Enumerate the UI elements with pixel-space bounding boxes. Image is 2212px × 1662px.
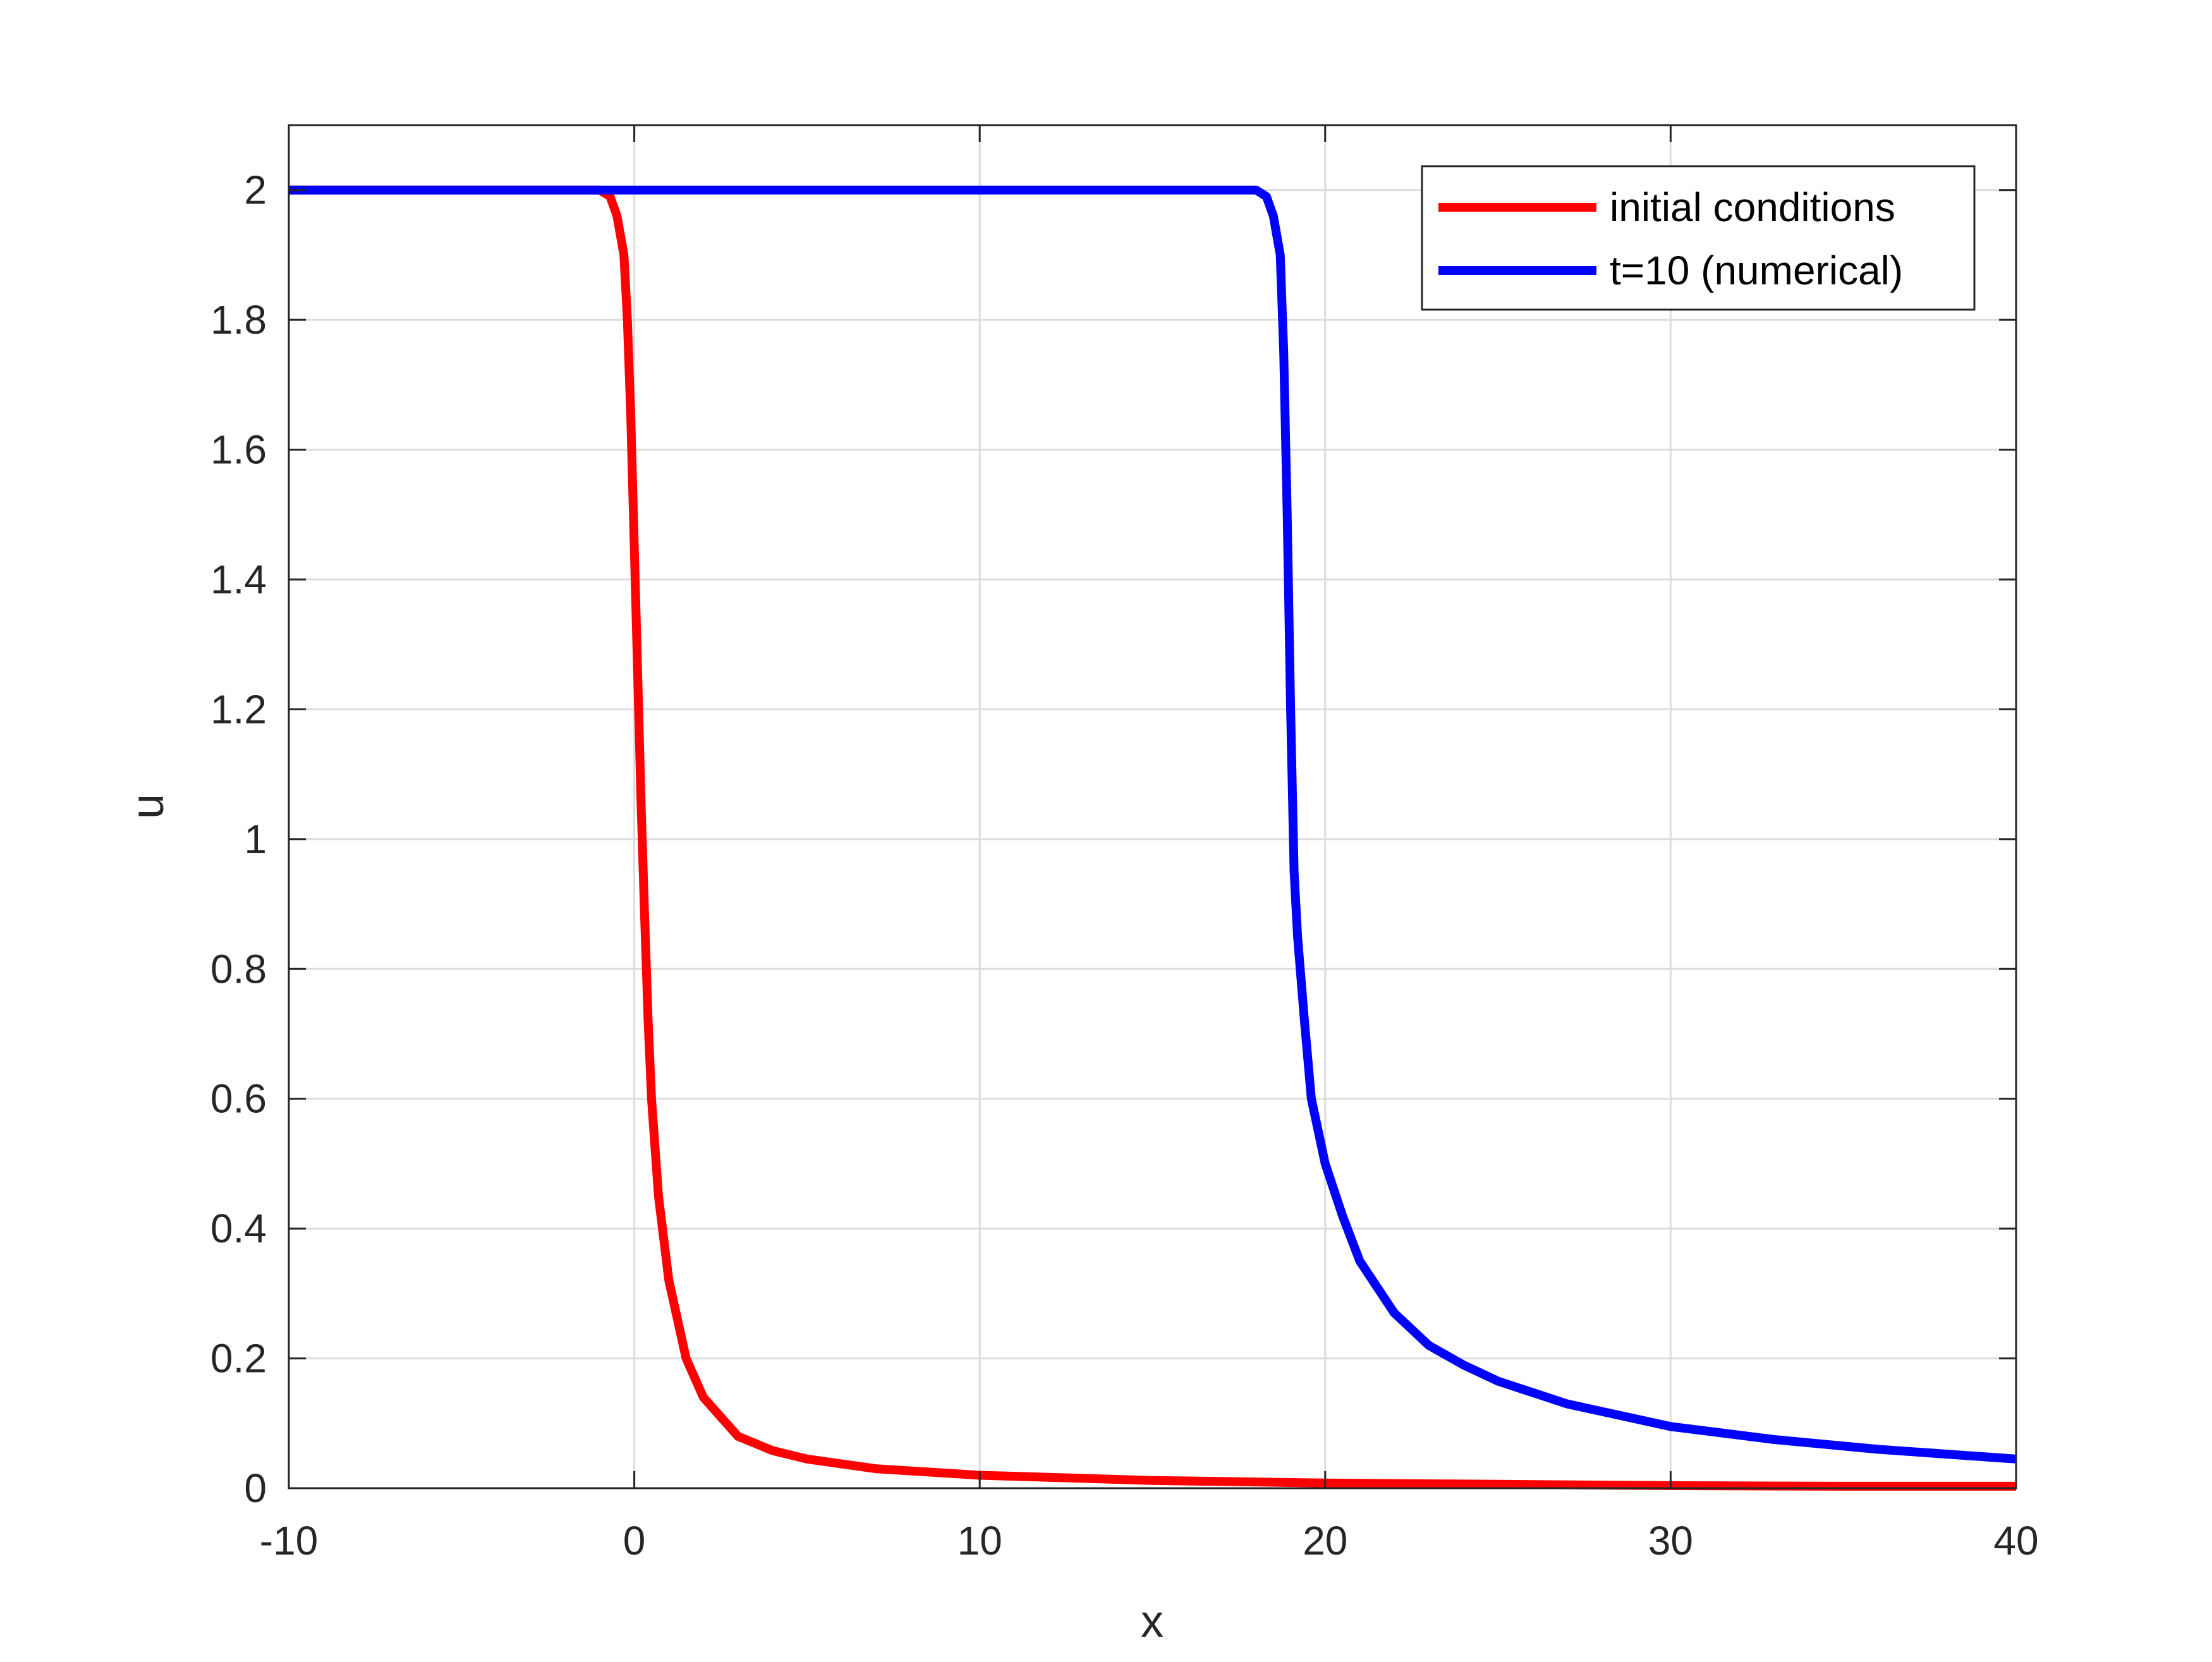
y-tick-label: 2: [244, 167, 267, 213]
y-tick-label: 1.8: [210, 297, 267, 343]
x-tick-label: 20: [1303, 1518, 1347, 1563]
y-tick-label: 0.6: [210, 1076, 267, 1122]
legend-label-initial-conditions: initial conditions: [1610, 185, 1895, 230]
y-tick-label: 1.6: [210, 427, 267, 473]
y-tick-label: 1.4: [210, 557, 267, 602]
x-tick-labels: -10 0 10 20 30 40: [260, 1518, 2039, 1563]
x-tick-label: 30: [1648, 1518, 1693, 1563]
y-tick-label: 1.2: [210, 686, 267, 732]
y-axis-label: u: [123, 794, 173, 819]
series-lines: [289, 185, 2017, 1491]
x-tick-label: -10: [260, 1518, 319, 1563]
x-axis-label: x: [1141, 1596, 1164, 1647]
series-line-0: [289, 185, 2016, 1491]
y-tick-labels: 0 0.2 0.4 0.6 0.8 1 1.2 1.4 1.6 1.8 2: [210, 167, 267, 1511]
plot-background: [289, 125, 2016, 1488]
series-line-1: [289, 185, 2017, 1464]
y-tick-label: 0.8: [210, 946, 267, 992]
axis-ticks: [288, 125, 2017, 1489]
plot-frame: [288, 124, 2017, 1489]
legend: initial conditions t=10 (numerical): [1421, 165, 1976, 311]
y-tick-label: 0: [244, 1465, 267, 1511]
y-tick-label: 1: [244, 816, 267, 862]
x-tick-label: 0: [623, 1518, 646, 1563]
legend-label-t10-numerical: t=10 (numerical): [1610, 248, 1903, 293]
x-tick-label: 40: [1993, 1518, 2038, 1563]
x-tick-label: 10: [957, 1518, 1002, 1563]
y-tick-label: 0.4: [210, 1206, 267, 1251]
y-tick-label: 0.2: [210, 1336, 267, 1381]
legend-box: [1421, 165, 1976, 311]
